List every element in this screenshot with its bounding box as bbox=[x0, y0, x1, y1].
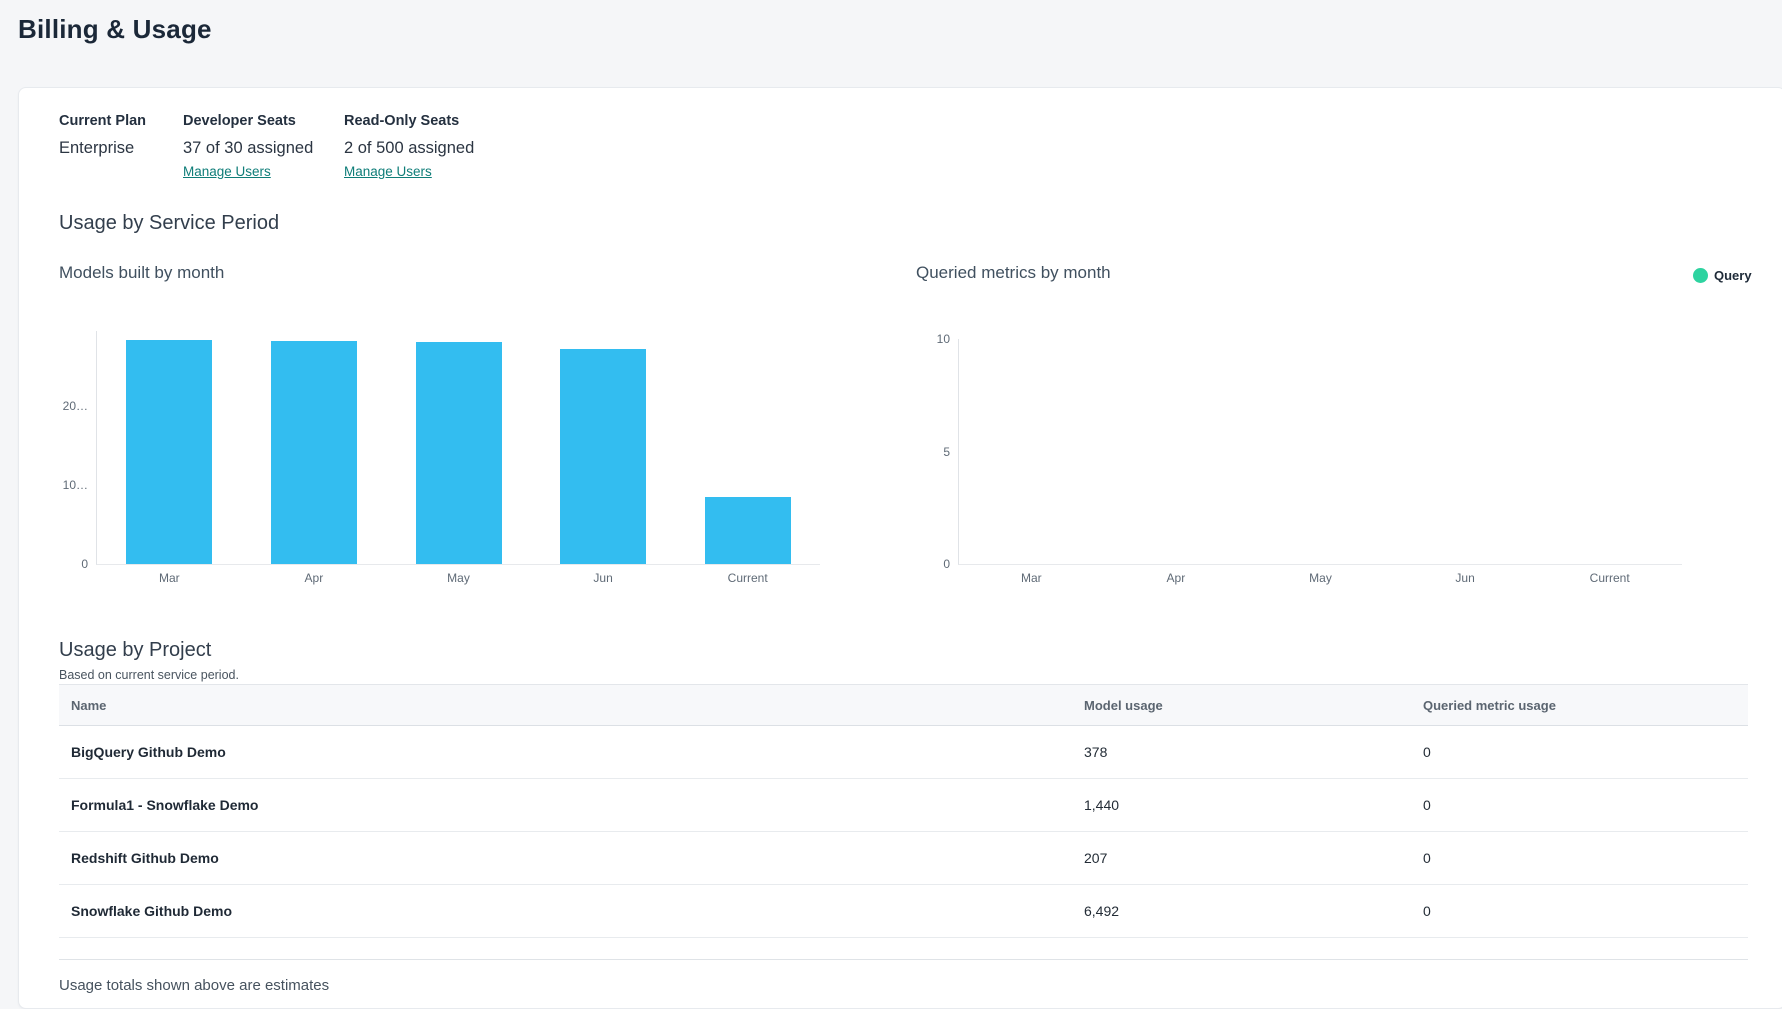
model-usage-value: 1,440 bbox=[1084, 797, 1120, 813]
models-built-chart: Mar Apr May Jun Current 0 10… 20… bbox=[63, 331, 820, 585]
current-plan-value: Enterprise bbox=[59, 139, 135, 157]
project-name: Snowflake Github Demo bbox=[71, 903, 233, 919]
model-usage-value: 6,492 bbox=[1084, 903, 1120, 919]
plan-summary: Current Plan Enterprise Developer Seats … bbox=[59, 113, 474, 179]
usage-estimates-note: Usage totals shown above are estimates bbox=[59, 977, 330, 994]
current-plan-block: Current Plan Enterprise bbox=[59, 113, 183, 179]
x-axis-label: Jun bbox=[1455, 571, 1475, 585]
x-axis-label: Jun bbox=[593, 571, 613, 585]
column-header-queried-metric-usage: Queried metric usage bbox=[1423, 697, 1556, 713]
y-axis-label: 5 bbox=[943, 444, 950, 459]
bar-jun bbox=[560, 349, 647, 564]
column-header-model-usage: Model usage bbox=[1084, 697, 1163, 713]
readonly-seats-label: Read-Only Seats bbox=[344, 113, 460, 129]
table-row: Formula1 - Snowflake Demo 1,440 0 bbox=[59, 779, 1748, 832]
readonly-seats-value: 2 of 500 assigned bbox=[344, 139, 475, 157]
project-name: BigQuery Github Demo bbox=[71, 744, 226, 760]
table-header-row: Name Model usage Queried metric usage bbox=[59, 684, 1748, 726]
y-axis-label: 20… bbox=[62, 399, 88, 414]
page-title: Billing & Usage bbox=[18, 14, 212, 44]
y-axis-label: 10… bbox=[62, 478, 88, 493]
current-plan-label: Current Plan bbox=[59, 113, 147, 129]
developer-seats-block: Developer Seats 37 of 30 assigned Manage… bbox=[183, 113, 344, 179]
x-axis-label: Apr bbox=[304, 571, 324, 585]
queried-metric-usage-value: 0 bbox=[1423, 903, 1431, 919]
table-end-divider bbox=[59, 959, 1748, 960]
model-usage-value: 378 bbox=[1084, 744, 1108, 760]
x-axis-label: Current bbox=[1589, 571, 1630, 585]
usage-by-project-subtitle: Based on current service period. bbox=[59, 668, 239, 682]
queried-metric-usage-value: 0 bbox=[1423, 797, 1431, 813]
billing-card: Current Plan Enterprise Developer Seats … bbox=[18, 87, 1782, 1009]
query-legend-item[interactable]: Query bbox=[1693, 268, 1752, 283]
usage-by-project-heading: Usage by Project bbox=[59, 639, 212, 661]
models-chart-title: Models built by month bbox=[59, 263, 225, 282]
legend-dot-icon bbox=[1693, 268, 1708, 283]
x-axis-label: Apr bbox=[1166, 571, 1186, 585]
y-axis-label: 10 bbox=[936, 332, 950, 346]
x-axis-label: Mar bbox=[158, 571, 180, 585]
project-name: Formula1 - Snowflake Demo bbox=[71, 797, 259, 813]
queried-metrics-chart: Mar Apr May Jun Current 0 5 10 bbox=[937, 332, 1682, 585]
manage-users-developer-link[interactable]: Manage Users bbox=[183, 164, 271, 179]
table-row: BigQuery Github Demo 378 0 bbox=[59, 726, 1748, 779]
column-header-name: Name bbox=[71, 697, 107, 713]
x-axis-label: May bbox=[447, 571, 470, 585]
queried-metric-usage-value: 0 bbox=[1423, 850, 1431, 866]
bar-apr bbox=[270, 341, 357, 564]
queries-chart-title: Queried metrics by month bbox=[916, 263, 1111, 282]
bar-mar bbox=[126, 340, 213, 564]
table-row: Snowflake Github Demo 6,492 0 bbox=[59, 885, 1748, 938]
queried-metric-usage-value: 0 bbox=[1423, 744, 1431, 760]
readonly-seats-block: Read-Only Seats 2 of 500 assigned Manage… bbox=[344, 113, 474, 179]
y-axis-label: 0 bbox=[943, 557, 950, 571]
x-axis-label: Current bbox=[727, 571, 768, 585]
manage-users-readonly-link[interactable]: Manage Users bbox=[344, 164, 432, 179]
legend-label: Query bbox=[1714, 268, 1752, 283]
y-axis-label: 0 bbox=[81, 557, 88, 571]
x-axis-label: Mar bbox=[1020, 571, 1042, 585]
model-usage-value: 207 bbox=[1084, 850, 1108, 866]
x-axis-label: May bbox=[1309, 571, 1332, 585]
bar-current bbox=[704, 497, 791, 564]
developer-seats-value: 37 of 30 assigned bbox=[183, 139, 314, 157]
usage-by-project-table: Name Model usage Queried metric usage Bi… bbox=[59, 684, 1748, 938]
project-name: Redshift Github Demo bbox=[71, 850, 219, 866]
bar-may bbox=[415, 342, 502, 564]
table-row: Redshift Github Demo 207 0 bbox=[59, 832, 1748, 885]
developer-seats-label: Developer Seats bbox=[183, 113, 296, 129]
usage-by-service-period-heading: Usage by Service Period bbox=[59, 212, 280, 234]
